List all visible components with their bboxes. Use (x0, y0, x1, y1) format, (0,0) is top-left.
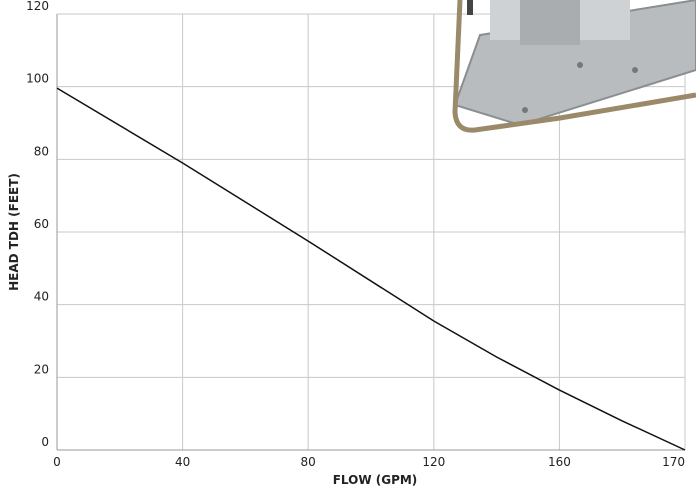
x-tick-label: 0 (53, 455, 61, 469)
x-axis-title: FLOW (GPM) (333, 473, 418, 487)
plot: 0 20 40 60 80 100 120 0 40 80 120 160 170 (26, 0, 686, 469)
y-tick-label: 0 (41, 435, 49, 449)
y-tick-label: 80 (34, 144, 49, 158)
y-axis-title: HEAD TDH (FEET) (7, 173, 21, 291)
pump-photo (452, 0, 696, 133)
y-tick-label: 40 (34, 290, 49, 304)
y-tick-label: 120 (26, 0, 49, 13)
x-tick-label: 120 (422, 455, 445, 469)
curve (56, 87, 686, 451)
y-tick-label: 60 (34, 217, 49, 231)
x-tick-label: 40 (175, 455, 190, 469)
y-tick-label: 100 (26, 72, 49, 86)
x-tick-label: 160 (548, 455, 571, 469)
y-tick-label: 20 (34, 362, 49, 376)
x-tick-label: 80 (301, 455, 316, 469)
x-tick-label: 170 (662, 455, 685, 469)
